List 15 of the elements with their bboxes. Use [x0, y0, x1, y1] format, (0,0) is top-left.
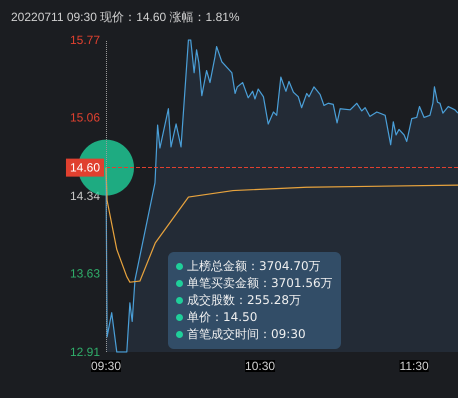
- annotation: 单价：14.50: [187, 309, 258, 326]
- ref-line-label: 14.60: [70, 160, 100, 175]
- chart-title: 20220711 09:30 现价：14.60 涨幅：1.81%: [11, 10, 240, 24]
- y-tick-label: 15.77: [70, 33, 100, 47]
- y-tick-label: 14.34: [70, 189, 100, 203]
- x-tick-label: 10:30: [245, 359, 276, 373]
- annotation: 上榜总金额：3704.70万: [187, 258, 321, 275]
- annotation: 成交股数：255.28万: [187, 292, 301, 309]
- x-tick-label: 09:30: [90, 359, 122, 373]
- y-tick-label: 12.91: [70, 345, 100, 359]
- y-tick-label: 15.06: [70, 110, 100, 124]
- annotation: 首笔成交时间：09:30: [187, 326, 306, 343]
- y-tick-label: 13.63: [70, 266, 100, 280]
- annotation: 单笔买卖金额：3701.56万: [187, 275, 333, 292]
- x-tick-label: 11:30: [400, 359, 429, 373]
